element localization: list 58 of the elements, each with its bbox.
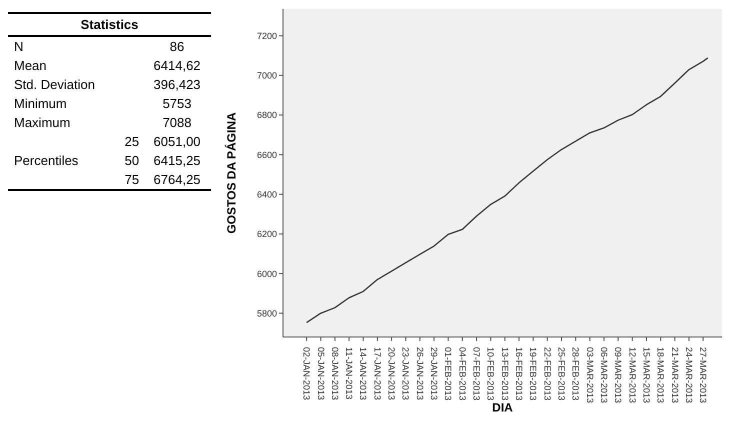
x-tick-label: 14-JAN-2013 [358, 347, 368, 400]
x-tick-label: 02-JAN-2013 [302, 347, 312, 400]
y-axis-title: GOSTOS DA PÁGINA [224, 112, 238, 234]
x-tick-label: 20-JAN-2013 [386, 347, 397, 400]
x-tick-label: 08-JAN-2013 [330, 347, 340, 400]
x-tick-label: 01-FEB-2013 [443, 347, 454, 401]
x-tick-label: 10-FEB-2013 [486, 347, 496, 401]
text: 7088 [162, 115, 192, 130]
x-tick-label: 29-JAN-2013 [429, 347, 440, 400]
y-tick-label: 5800 [256, 308, 277, 318]
text: 86 [170, 39, 184, 54]
x-tick-label: 09-MAR-2013 [613, 347, 624, 404]
x-tick-label: 12-MAR-2013 [627, 347, 638, 404]
y-tick-label: 6000 [256, 268, 277, 279]
category-label: 50 [124, 153, 140, 168]
y-tick-label: 6600 [256, 150, 277, 160]
y-tick-label: 6800 [256, 110, 277, 120]
x-tick-label: 11-JAN-2013 [344, 347, 354, 400]
category-label: Percentiles [13, 152, 80, 170]
x-tick-label: 25-FEB-2013 [556, 347, 567, 401]
x-tick-label: 13-FEB-2013 [500, 347, 510, 401]
text: 396,423 [154, 77, 201, 92]
x-tick-label: 03-MAR-2013 [584, 347, 595, 404]
x-tick-label: 16-FEB-2013 [514, 347, 524, 401]
x-tick-label: 07-FEB-2013 [472, 347, 482, 401]
category-label: N [13, 38, 24, 56]
x-tick-label: 05-JAN-2013 [316, 347, 326, 400]
y-tick-label: 6400 [256, 190, 277, 200]
category-label: Std. Deviation [13, 76, 96, 94]
x-tick-label: 27-MAR-2013 [698, 347, 708, 404]
y-tick-label: 7000 [256, 70, 277, 81]
text: 5753 [162, 96, 192, 111]
x-tick-label: 19-FEB-2013 [528, 347, 538, 401]
category-label: 25 [124, 134, 140, 149]
y-tick-label: 6200 [256, 229, 277, 240]
category-label: Minimum [13, 95, 68, 113]
x-tick-label: 17-JAN-2013 [372, 347, 382, 400]
text: 6414,62 [154, 58, 201, 73]
x-axis-title: DIA [492, 400, 514, 415]
x-tick-label: 06-MAR-2013 [598, 347, 609, 404]
text: 6415,25 [154, 153, 201, 168]
text: 6764,25 [154, 172, 201, 187]
category-label: Mean [13, 57, 48, 75]
x-tick-label: 22-FEB-2013 [542, 347, 552, 401]
x-tick-label: 15-MAR-2013 [641, 347, 652, 404]
x-tick-label: 18-MAR-2013 [656, 347, 666, 404]
x-tick-label: 21-MAR-2013 [670, 347, 680, 404]
text: 6051,00 [154, 134, 201, 149]
x-tick-label: 26-JAN-2013 [414, 347, 425, 400]
x-tick-label: 04-FEB-2013 [457, 347, 468, 401]
text: Statistics [8, 13, 211, 36]
y-tick-label: 7200 [256, 30, 277, 41]
x-tick-label: 23-JAN-2013 [400, 347, 411, 400]
category-label: 75 [124, 172, 140, 187]
category-label: Maximum [13, 114, 72, 132]
x-tick-label: 24-MAR-2013 [684, 347, 694, 404]
line-series [306, 57, 708, 324]
x-tick-label: 28-FEB-2013 [570, 347, 581, 401]
